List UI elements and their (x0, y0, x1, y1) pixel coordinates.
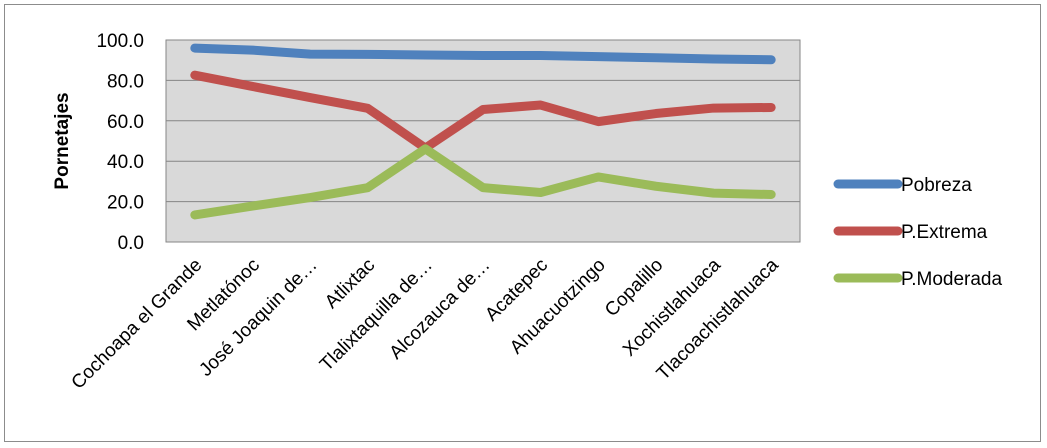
legend-label: P.Moderada (901, 269, 1002, 290)
x-category-label: Alcozauca de… (386, 255, 495, 364)
y-tick-label: 20.0 (107, 193, 144, 214)
y-tick-label: 100.0 (96, 31, 144, 52)
x-category-label: Atlixtac (321, 255, 379, 313)
x-category-label: Cochoapa el Grande (68, 255, 207, 394)
x-category-label: Xochistlahuaca (619, 254, 725, 360)
y-axis-tick-labels: 0.0 20.0 40.0 60.0 80.0 100.0 (96, 31, 144, 254)
plot-area (165, 39, 801, 243)
legend: Pobreza P.Extrema P.Moderada (833, 175, 1002, 290)
y-tick-label: 80.0 (107, 71, 144, 92)
y-axis-title: Pornetajes (52, 92, 73, 189)
y-tick-label: 40.0 (107, 152, 144, 173)
y-tick-label: 60.0 (107, 112, 144, 133)
legend-label: Pobreza (901, 175, 972, 196)
legend-label: P.Extrema (901, 222, 988, 243)
y-tick-label: 0.0 (118, 233, 144, 254)
series-lines (190, 43, 776, 220)
